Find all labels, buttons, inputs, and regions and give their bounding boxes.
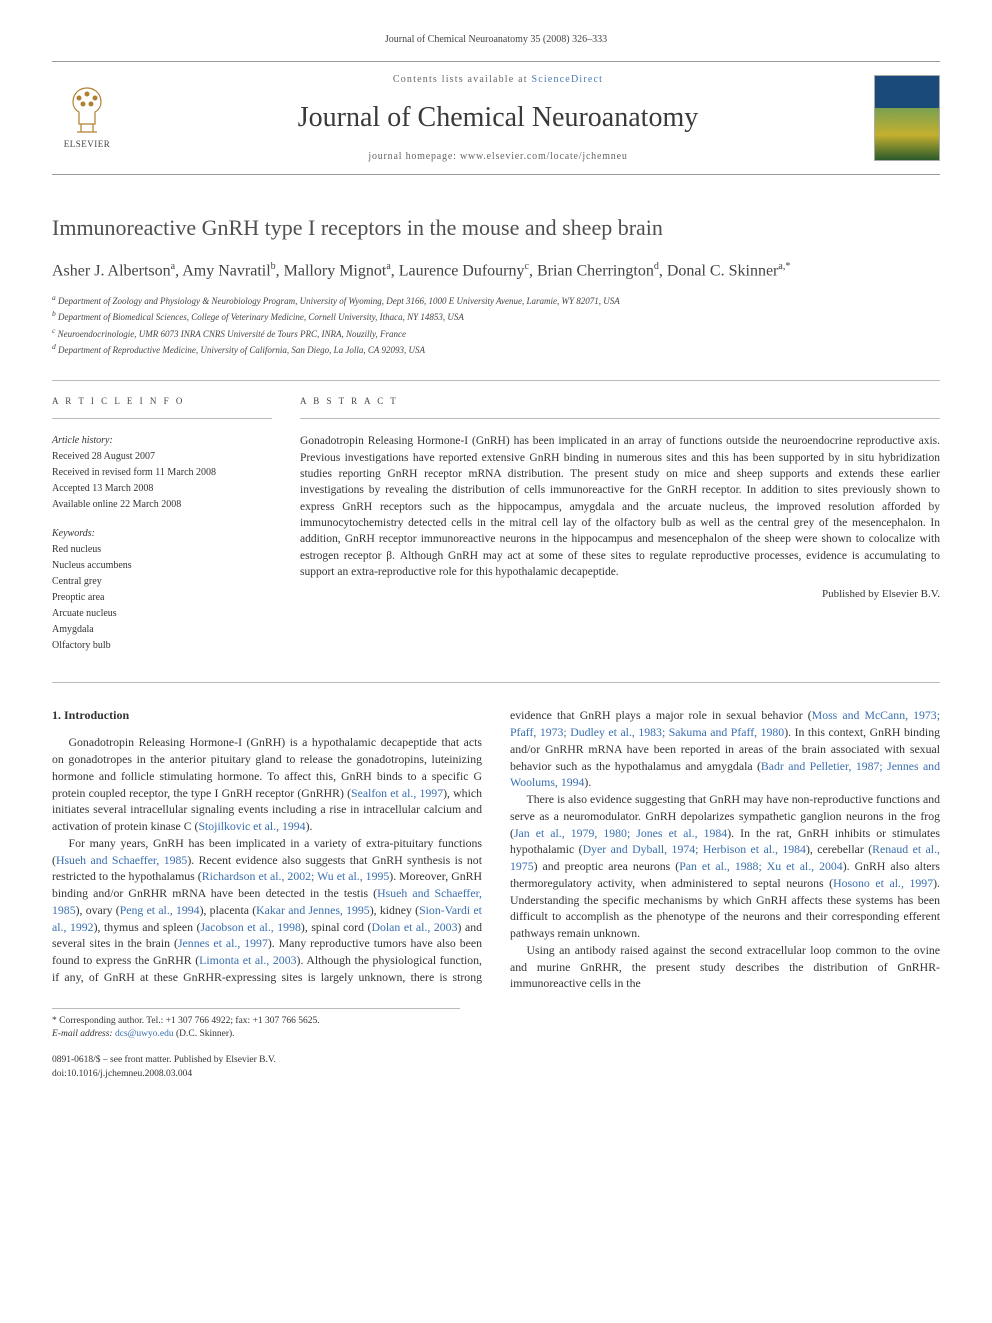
- paragraph-3: There is also evidence suggesting that G…: [510, 791, 940, 942]
- section-1-heading: 1. Introduction: [52, 707, 482, 724]
- affiliation: d Department of Reproductive Medicine, U…: [52, 341, 940, 358]
- keyword: Nucleus accumbens: [52, 558, 272, 573]
- body-text: 1. Introduction Gonadotropin Releasing H…: [52, 707, 940, 992]
- running-head: Journal of Chemical Neuroanatomy 35 (200…: [52, 32, 940, 47]
- footer: 0891-0618/$ – see front matter. Publishe…: [52, 1054, 940, 1082]
- abstract-text: Gonadotropin Releasing Hormone-I (GnRH) …: [300, 433, 940, 580]
- journal-title: Journal of Chemical Neuroanatomy: [134, 97, 862, 139]
- citation-link[interactable]: Jan et al., 1979, 1980; Jones et al., 19…: [514, 826, 727, 840]
- sciencedirect-link[interactable]: ScienceDirect: [531, 74, 603, 85]
- citation-link[interactable]: Sealfon et al., 1997: [351, 786, 443, 800]
- affiliations: a Department of Zoology and Physiology &…: [52, 292, 940, 358]
- article-title: Immunoreactive GnRH type I receptors in …: [52, 211, 940, 244]
- history-line: Received in revised form 11 March 2008: [52, 465, 272, 480]
- keyword: Amygdala: [52, 622, 272, 637]
- citation-link[interactable]: Peng et al., 1994: [120, 903, 200, 917]
- publisher-logo: ELSEVIER: [52, 79, 122, 157]
- keyword: Preoptic area: [52, 590, 272, 605]
- contents-line: Contents lists available at ScienceDirec…: [134, 72, 862, 87]
- journal-cover-thumbnail: [874, 75, 940, 161]
- citation-link[interactable]: Hsueh and Schaeffer, 1985: [56, 853, 187, 867]
- corresponding-email: E-mail address: dcs@uwyo.edu (D.C. Skinn…: [52, 1028, 460, 1041]
- paragraph-4: Using an antibody raised against the sec…: [510, 942, 940, 992]
- masthead: ELSEVIER Contents lists available at Sci…: [52, 61, 940, 175]
- rule-below-abstract: [52, 682, 940, 683]
- citation-link[interactable]: Stojilkovic et al., 1994: [198, 819, 305, 833]
- publisher-name: ELSEVIER: [64, 138, 111, 152]
- abstract-publisher: Published by Elsevier B.V.: [300, 586, 940, 603]
- rule-info-1: [52, 418, 272, 419]
- affiliation: a Department of Zoology and Physiology &…: [52, 292, 940, 309]
- affiliation: c Neuroendocrinologie, UMR 6073 INRA CNR…: [52, 325, 940, 342]
- history-label: Article history:: [52, 433, 272, 448]
- doi-line: doi:10.1016/j.jchemneu.2008.03.004: [52, 1068, 940, 1082]
- corresponding-author: * Corresponding author. Tel.: +1 307 766…: [52, 1015, 460, 1028]
- contents-prefix: Contents lists available at: [393, 74, 532, 85]
- history-line: Available online 22 March 2008: [52, 497, 272, 512]
- keyword: Olfactory bulb: [52, 638, 272, 653]
- info-abstract-row: A R T I C L E I N F O Article history: R…: [52, 395, 940, 655]
- citation-link[interactable]: Pan et al., 1988; Xu et al., 2004: [679, 859, 843, 873]
- masthead-center: Contents lists available at ScienceDirec…: [122, 72, 874, 164]
- history-line: Received 28 August 2007: [52, 449, 272, 464]
- abstract-block: A B S T R A C T Gonadotropin Releasing H…: [300, 395, 940, 655]
- paragraph-1: Gonadotropin Releasing Hormone-I (GnRH) …: [52, 734, 482, 835]
- keywords-label: Keywords:: [52, 526, 272, 541]
- keyword: Red nucleus: [52, 542, 272, 557]
- history-line: Accepted 13 March 2008: [52, 481, 272, 496]
- citation-link[interactable]: Kakar and Jennes, 1995: [256, 903, 370, 917]
- abstract-heading: A B S T R A C T: [300, 395, 940, 409]
- keyword: Arcuate nucleus: [52, 606, 272, 621]
- citation-link[interactable]: Jacobson et al., 1998: [200, 920, 300, 934]
- keyword: Central grey: [52, 574, 272, 589]
- history-lines: Received 28 August 2007Received in revis…: [52, 449, 272, 512]
- elsevier-tree-icon: [59, 84, 115, 136]
- rule-abs-1: [300, 418, 940, 419]
- journal-homepage[interactable]: journal homepage: www.elsevier.com/locat…: [134, 149, 862, 164]
- affiliation: b Department of Biomedical Sciences, Col…: [52, 308, 940, 325]
- citation-link[interactable]: Richardson et al., 2002; Wu et al., 1995: [202, 869, 390, 883]
- rule-above-info: [52, 380, 940, 381]
- citation-link[interactable]: Jennes et al., 1997: [178, 936, 268, 950]
- email-link[interactable]: dcs@uwyo.edu: [115, 1029, 174, 1039]
- article-info: A R T I C L E I N F O Article history: R…: [52, 395, 272, 655]
- copyright-line: 0891-0618/$ – see front matter. Publishe…: [52, 1054, 940, 1068]
- keywords-list: Red nucleusNucleus accumbensCentral grey…: [52, 542, 272, 653]
- citation-link[interactable]: Dyer and Dyball, 1974; Herbison et al., …: [583, 842, 806, 856]
- author-list: Asher J. Albertsona, Amy Navratilb, Mall…: [52, 260, 940, 282]
- citation-link[interactable]: Limonta et al., 2003: [199, 953, 296, 967]
- citation-link[interactable]: Dolan et al., 2003: [371, 920, 457, 934]
- article-info-heading: A R T I C L E I N F O: [52, 395, 272, 409]
- footnotes: * Corresponding author. Tel.: +1 307 766…: [52, 1008, 460, 1042]
- citation-link[interactable]: Hosono et al., 1997: [833, 876, 933, 890]
